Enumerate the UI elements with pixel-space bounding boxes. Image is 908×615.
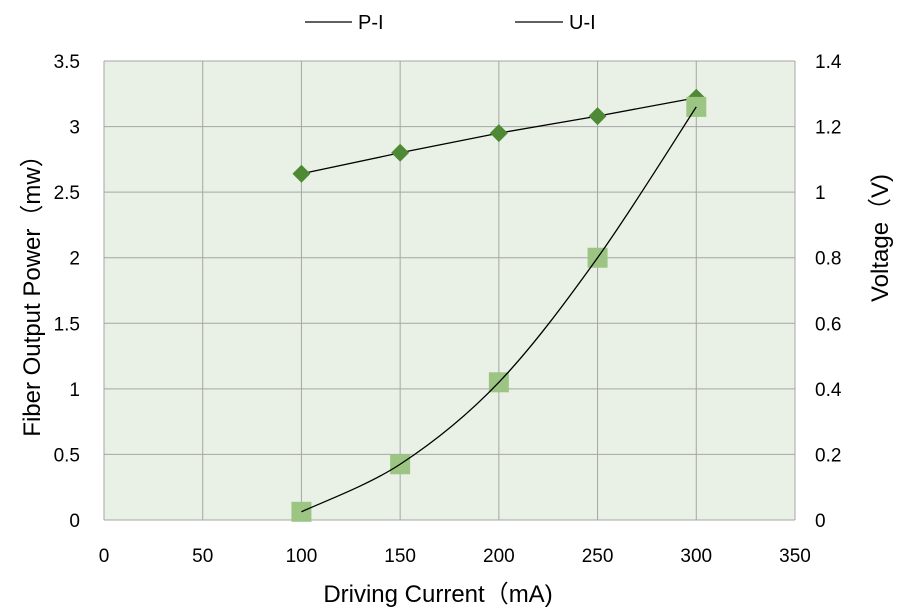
grid-lines — [103, 60, 796, 521]
x-tick-label: 50 — [192, 546, 213, 567]
x-tick-label: 150 — [384, 546, 416, 567]
legend-label-pi: P-I — [358, 12, 384, 34]
data-point-u-i — [291, 501, 312, 522]
plot-area-background — [104, 61, 795, 520]
data-point-p-i — [489, 124, 508, 143]
series-line-u-i — [301, 106, 697, 513]
y-left-tick-label: 2 — [69, 249, 80, 270]
y-right-tick-label: 0.4 — [815, 380, 842, 401]
x-tick-label: 200 — [483, 546, 515, 567]
x-tick-label: 300 — [680, 546, 712, 567]
y-right-tick-label: 0.8 — [815, 249, 841, 270]
y-axis-left-title: Fiber Output Power（mw） — [19, 143, 46, 436]
y-left-tick-label: 2.5 — [54, 183, 80, 204]
data-point-p-i — [292, 164, 311, 183]
data-point-u-i — [686, 96, 707, 117]
x-tick-label: 350 — [779, 546, 811, 567]
y-left-tick-label: 3.5 — [54, 52, 80, 73]
x-tick-label: 100 — [286, 546, 318, 567]
data-point-p-i — [391, 143, 410, 162]
y-left-tick-label: 3 — [69, 118, 80, 139]
y-right-tick-label: 1.4 — [815, 52, 842, 73]
y-right-tick-label: 1.2 — [815, 118, 841, 139]
y-right-tick-label: 1 — [815, 183, 826, 204]
tick-labels: 0 50 100 150 200 250 300 35000.511.522.533.500.… — [54, 52, 842, 567]
y-right-tick-label: 0.2 — [815, 445, 841, 466]
y-left-tick-label: 0 — [69, 511, 80, 532]
y-left-tick-label: 1 — [69, 380, 80, 401]
x-tick-label: 0 — [99, 546, 110, 567]
y-left-tick-label: 1.5 — [54, 314, 80, 335]
y-right-tick-label: 0 — [815, 511, 826, 532]
y-right-tick-label: 0.6 — [815, 314, 841, 335]
y-left-tick-label: 0.5 — [54, 445, 80, 466]
legend: P-I U-I — [305, 12, 596, 34]
x-axis-title: Driving Current（mA) — [323, 581, 552, 608]
legend-label-ui: U-I — [569, 12, 596, 34]
x-tick-label: 250 — [582, 546, 614, 567]
y-axis-right-title: Voltage（V) — [867, 174, 894, 302]
data-point-p-i — [588, 107, 607, 126]
